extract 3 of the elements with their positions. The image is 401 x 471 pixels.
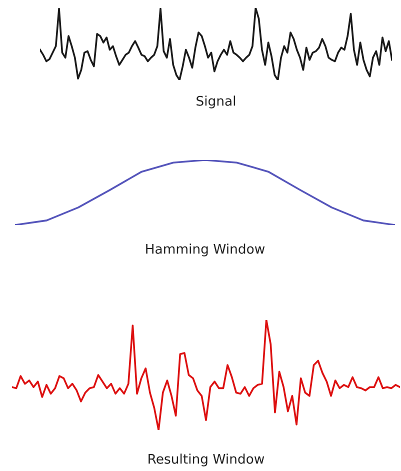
text: Resulting Window — [148, 454, 264, 466]
text: Hamming Window — [146, 244, 265, 256]
text: Signal — [196, 96, 236, 108]
